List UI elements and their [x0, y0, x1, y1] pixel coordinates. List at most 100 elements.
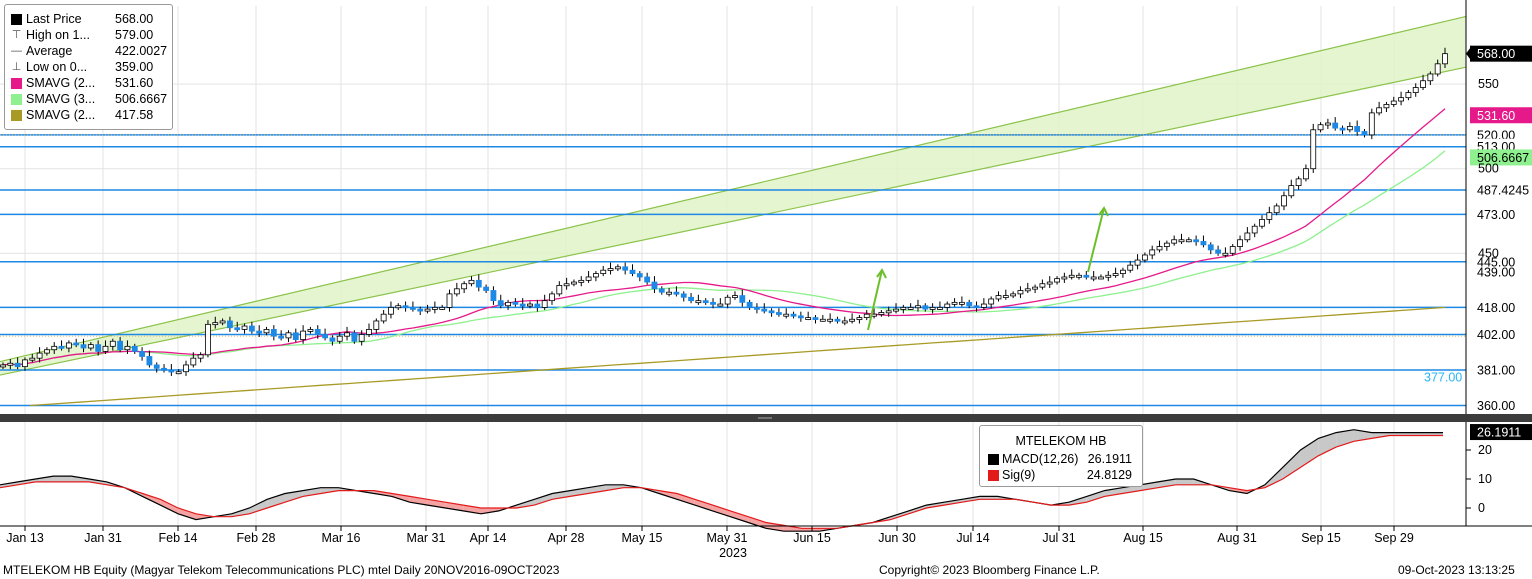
candle-body	[1201, 241, 1206, 244]
y-tick-label: 550	[1478, 77, 1499, 91]
candle-body	[842, 321, 847, 323]
level-label: 360.00	[1477, 399, 1515, 413]
candle-body	[418, 309, 423, 311]
x-tick-label: May 31	[707, 531, 748, 545]
price-legend: Last Price 568.00 ⊤ High on 1... 579.00 — Aver…	[4, 4, 173, 130]
candle-body	[703, 301, 708, 303]
y-tick-label: 450	[1478, 246, 1499, 260]
footer-security: MTELEKOM HB Equity (Magyar Telekom Telec…	[3, 563, 559, 577]
candle-body	[1325, 123, 1330, 125]
candle-body	[484, 287, 489, 290]
candle-body	[315, 329, 320, 334]
legend-label: SMAVG (2...	[26, 75, 95, 91]
candle-body	[696, 301, 701, 303]
candle-body	[659, 289, 664, 292]
candle-body	[1399, 98, 1404, 101]
candle-body	[1421, 81, 1426, 88]
candle-body	[1274, 206, 1279, 213]
legend-label: High on 1...	[26, 27, 90, 43]
candle-body	[242, 326, 247, 329]
candle-body	[952, 302, 957, 304]
candle-body	[213, 323, 218, 325]
candle-body	[154, 365, 159, 368]
candle-body	[1040, 284, 1045, 287]
low-marker-icon: ⊥	[11, 62, 22, 73]
candle-body	[125, 346, 130, 349]
candle-body	[323, 334, 328, 337]
candle-body	[1113, 274, 1118, 276]
candle-body	[850, 319, 855, 321]
candle-body	[308, 329, 313, 331]
macd-fill	[748, 517, 766, 529]
candle-body	[293, 333, 298, 340]
candle-body	[828, 319, 833, 321]
candle-body	[30, 358, 35, 360]
candle-body	[1186, 240, 1191, 242]
macd-y-label: 10	[1478, 472, 1492, 486]
candle-body	[1369, 113, 1374, 135]
candle-body	[447, 294, 452, 308]
candle-body	[1223, 253, 1228, 255]
candle-body	[901, 307, 906, 309]
candle-body	[454, 289, 459, 294]
macd-fill	[1300, 438, 1318, 467]
candle-body	[747, 302, 752, 307]
x-tick-label: May 15	[622, 531, 663, 545]
candle-body	[601, 270, 606, 273]
candle-body	[96, 345, 101, 352]
legend-value: 359.00	[115, 59, 153, 75]
candle-body	[967, 302, 972, 305]
candle-body	[989, 299, 994, 304]
candle-body	[1172, 240, 1177, 243]
macd-legend-value: 26.1911	[1088, 451, 1132, 467]
candle-body	[235, 328, 240, 330]
candle-body	[1238, 240, 1243, 247]
sma-label: 531.60	[1477, 109, 1515, 123]
candle-body	[915, 306, 920, 308]
candle-body	[1069, 275, 1074, 277]
candle-body	[725, 297, 730, 304]
candle-body	[337, 336, 342, 341]
candle-body	[981, 304, 986, 307]
candle-body	[81, 345, 86, 348]
candle-body	[498, 301, 503, 306]
macd-line	[0, 430, 1443, 532]
candle-body	[469, 280, 474, 283]
candle-body	[820, 319, 825, 321]
candle-body	[930, 307, 935, 309]
candle-body	[264, 329, 269, 332]
candle-body	[352, 333, 357, 341]
candle-body	[1362, 131, 1367, 134]
candle-body	[103, 346, 108, 351]
candle-body	[520, 304, 525, 306]
candle-body	[110, 341, 115, 346]
candle-body	[1340, 128, 1345, 130]
candle-body	[1303, 169, 1308, 179]
candle-body	[162, 368, 167, 370]
x-tick-label: Aug 15	[1123, 531, 1163, 545]
x-year-label: 2023	[719, 546, 747, 560]
x-tick-label: Jun 30	[878, 531, 916, 545]
candle-body	[191, 358, 196, 365]
candle-body	[615, 267, 620, 269]
x-tick-label: Mar 16	[322, 531, 361, 545]
candle-body	[1281, 196, 1286, 206]
candle-body	[593, 274, 598, 277]
macd-fill	[695, 499, 713, 511]
candle-body	[579, 280, 584, 282]
candle-body	[623, 267, 628, 270]
level-label: 381.00	[1477, 364, 1515, 378]
candle-body	[396, 306, 401, 308]
candle-body	[1194, 240, 1199, 242]
candle-body	[652, 282, 657, 289]
candle-body	[1098, 277, 1103, 279]
candle-body	[183, 365, 188, 372]
candle-body	[1018, 291, 1023, 294]
candle-body	[784, 314, 789, 316]
candle-body	[359, 334, 364, 341]
candle-body	[1128, 265, 1133, 270]
candle-body	[835, 319, 840, 321]
macd-fill	[267, 494, 285, 509]
signal-swatch	[988, 470, 999, 481]
candle-body	[645, 277, 650, 282]
